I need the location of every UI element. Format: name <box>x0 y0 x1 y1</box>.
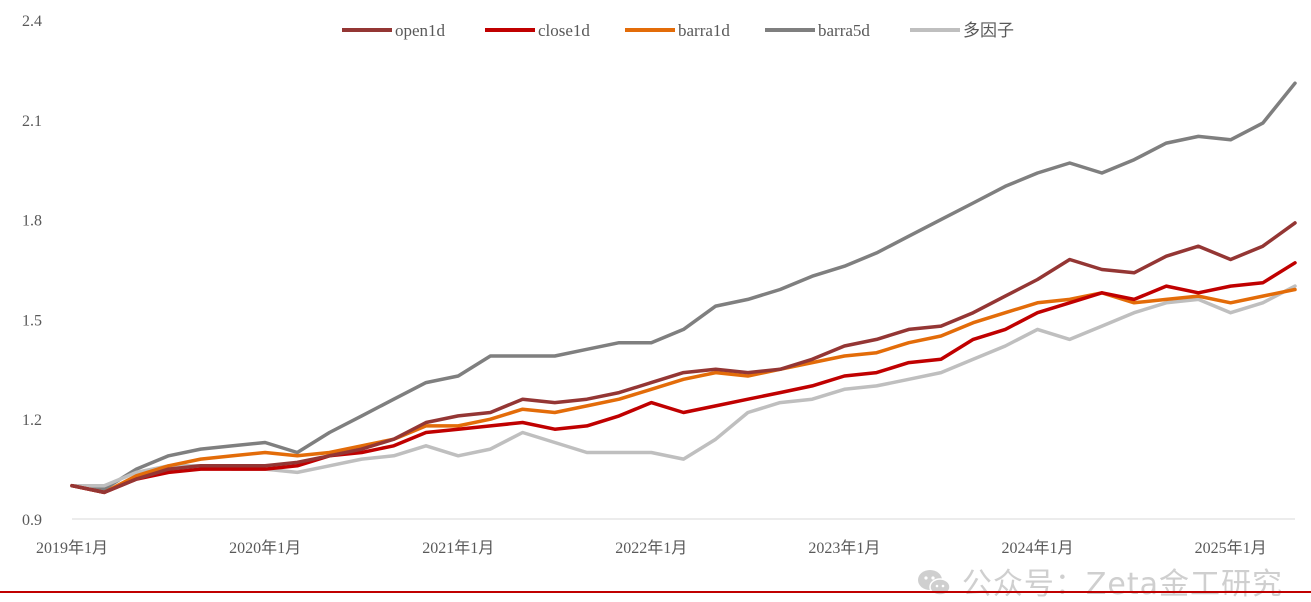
legend-item[interactable]: 多因子 <box>910 21 1014 40</box>
series-line-3 <box>70 81 1297 491</box>
legend[interactable]: open1d close1d barra1d barra5d 多因子 <box>342 21 1014 40</box>
y-tick-label: 1.5 <box>22 312 42 329</box>
legend-label: 多因子 <box>963 21 1014 40</box>
legend-item[interactable]: barra1d <box>625 21 730 40</box>
legend-label: close1d <box>538 21 590 40</box>
x-axis: 2019年1月 2020年1月 2021年1月 2022年1月 2023年1月 2024年… <box>36 518 1295 557</box>
legend-label: barra1d <box>678 21 730 40</box>
series-line-4 <box>70 284 1297 488</box>
bottom-rule <box>0 591 1311 593</box>
x-tick-label: 2025年1月 <box>1195 539 1267 557</box>
series-line-0 <box>70 221 1297 495</box>
x-tick-label: 2022年1月 <box>615 539 687 557</box>
y-tick-label: 2.4 <box>22 13 42 30</box>
y-tick-label: 0.9 <box>22 512 42 529</box>
legend-item[interactable]: close1d <box>485 21 590 40</box>
legend-item[interactable]: open1d <box>342 21 446 40</box>
series-line-1 <box>70 261 1297 495</box>
x-tick-label: 2019年1月 <box>36 539 108 557</box>
series-layer <box>70 81 1297 495</box>
x-tick-label: 2020年1月 <box>229 539 301 557</box>
x-tick-label: 2021年1月 <box>422 539 494 557</box>
y-tick-label: 2.1 <box>22 113 42 130</box>
legend-label: open1d <box>395 21 446 40</box>
legend-item[interactable]: barra5d <box>765 21 870 40</box>
x-tick-label: 2023年1月 <box>808 539 880 557</box>
y-tick-label: 1.2 <box>22 412 42 429</box>
y-tick-label: 1.8 <box>22 213 42 230</box>
x-tick-label: 2024年1月 <box>1002 539 1074 557</box>
y-axis-ticks: 0.9 1.2 1.5 1.8 2.1 2.4 <box>22 13 42 529</box>
series-line-2 <box>70 287 1297 495</box>
legend-label: barra5d <box>818 21 870 40</box>
